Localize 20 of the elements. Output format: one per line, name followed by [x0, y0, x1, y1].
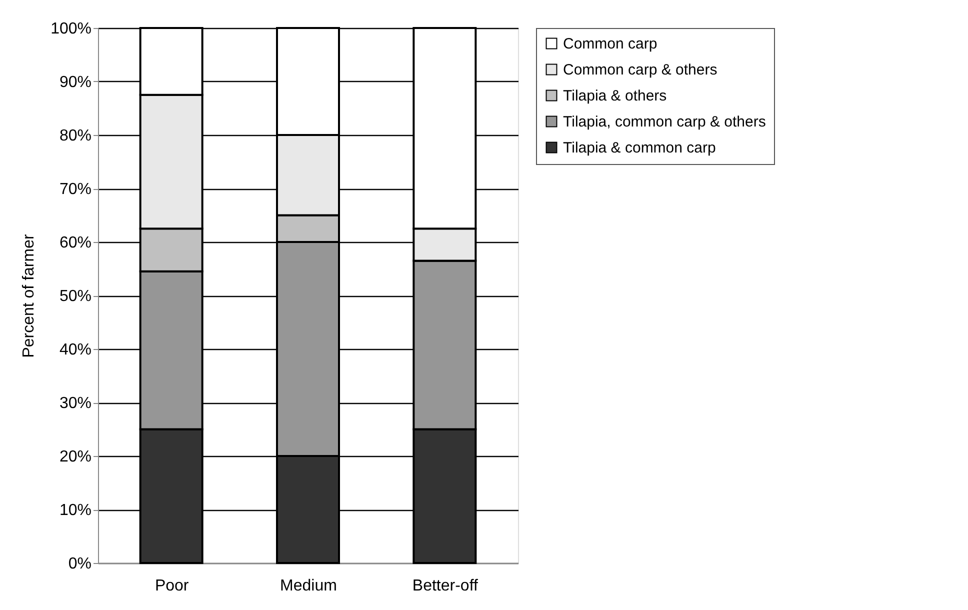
x-tick-label: Medium	[280, 578, 337, 594]
y-tick-label: 40%	[59, 342, 92, 358]
legend-label: Common carp	[563, 36, 658, 52]
y-tick-label: 10%	[59, 502, 92, 519]
legend-label: Common carp & others	[563, 62, 718, 78]
y-tick-label: 70%	[59, 181, 92, 198]
y-tick-label: 90%	[59, 74, 92, 91]
y-tick-label: 50%	[59, 288, 92, 305]
x-tick-label: Poor	[154, 578, 190, 594]
legend-label: Tilapia, common carp & others	[563, 114, 766, 130]
legend-label: Tilapia & common carp	[563, 140, 716, 156]
legend-label: Tilapia & others	[563, 88, 667, 104]
y-tick-label: 30%	[59, 395, 92, 412]
y-axis-title: Percent of farmer	[20, 234, 38, 358]
y-tick-label: 0%	[68, 556, 92, 572]
y-tick-label: 100%	[50, 20, 92, 38]
x-tick-label: Better-off	[412, 578, 478, 594]
y-tick-label: 80%	[59, 128, 92, 144]
y-tick-label: 60%	[59, 234, 92, 252]
y-tick-label: 20%	[59, 448, 92, 466]
